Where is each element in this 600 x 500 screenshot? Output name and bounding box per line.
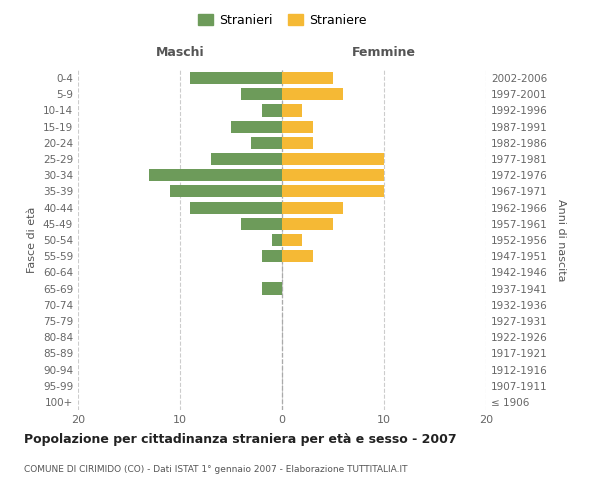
Bar [282,153,384,165]
Bar [282,169,384,181]
Bar [190,202,282,213]
Bar [282,234,302,246]
Bar [241,218,282,230]
Bar [282,202,343,213]
Bar [282,104,302,117]
Bar [282,72,333,84]
Text: Maschi: Maschi [155,46,205,59]
Bar [262,104,282,117]
Text: Popolazione per cittadinanza straniera per età e sesso - 2007: Popolazione per cittadinanza straniera p… [24,432,457,446]
Bar [272,234,282,246]
Bar [282,250,313,262]
Bar [282,218,333,230]
Bar [241,88,282,101]
Y-axis label: Anni di nascita: Anni di nascita [556,198,566,281]
Bar [231,120,282,132]
Bar [262,282,282,294]
Bar [282,88,343,101]
Bar [282,120,313,132]
Bar [190,72,282,84]
Bar [251,137,282,149]
Bar [282,137,313,149]
Legend: Stranieri, Straniere: Stranieri, Straniere [193,8,371,32]
Bar [211,153,282,165]
Bar [282,186,384,198]
Y-axis label: Fasce di età: Fasce di età [28,207,37,273]
Bar [262,250,282,262]
Bar [170,186,282,198]
Text: COMUNE DI CIRIMIDO (CO) - Dati ISTAT 1° gennaio 2007 - Elaborazione TUTTITALIA.I: COMUNE DI CIRIMIDO (CO) - Dati ISTAT 1° … [24,466,407,474]
Bar [149,169,282,181]
Text: Femmine: Femmine [352,46,416,59]
